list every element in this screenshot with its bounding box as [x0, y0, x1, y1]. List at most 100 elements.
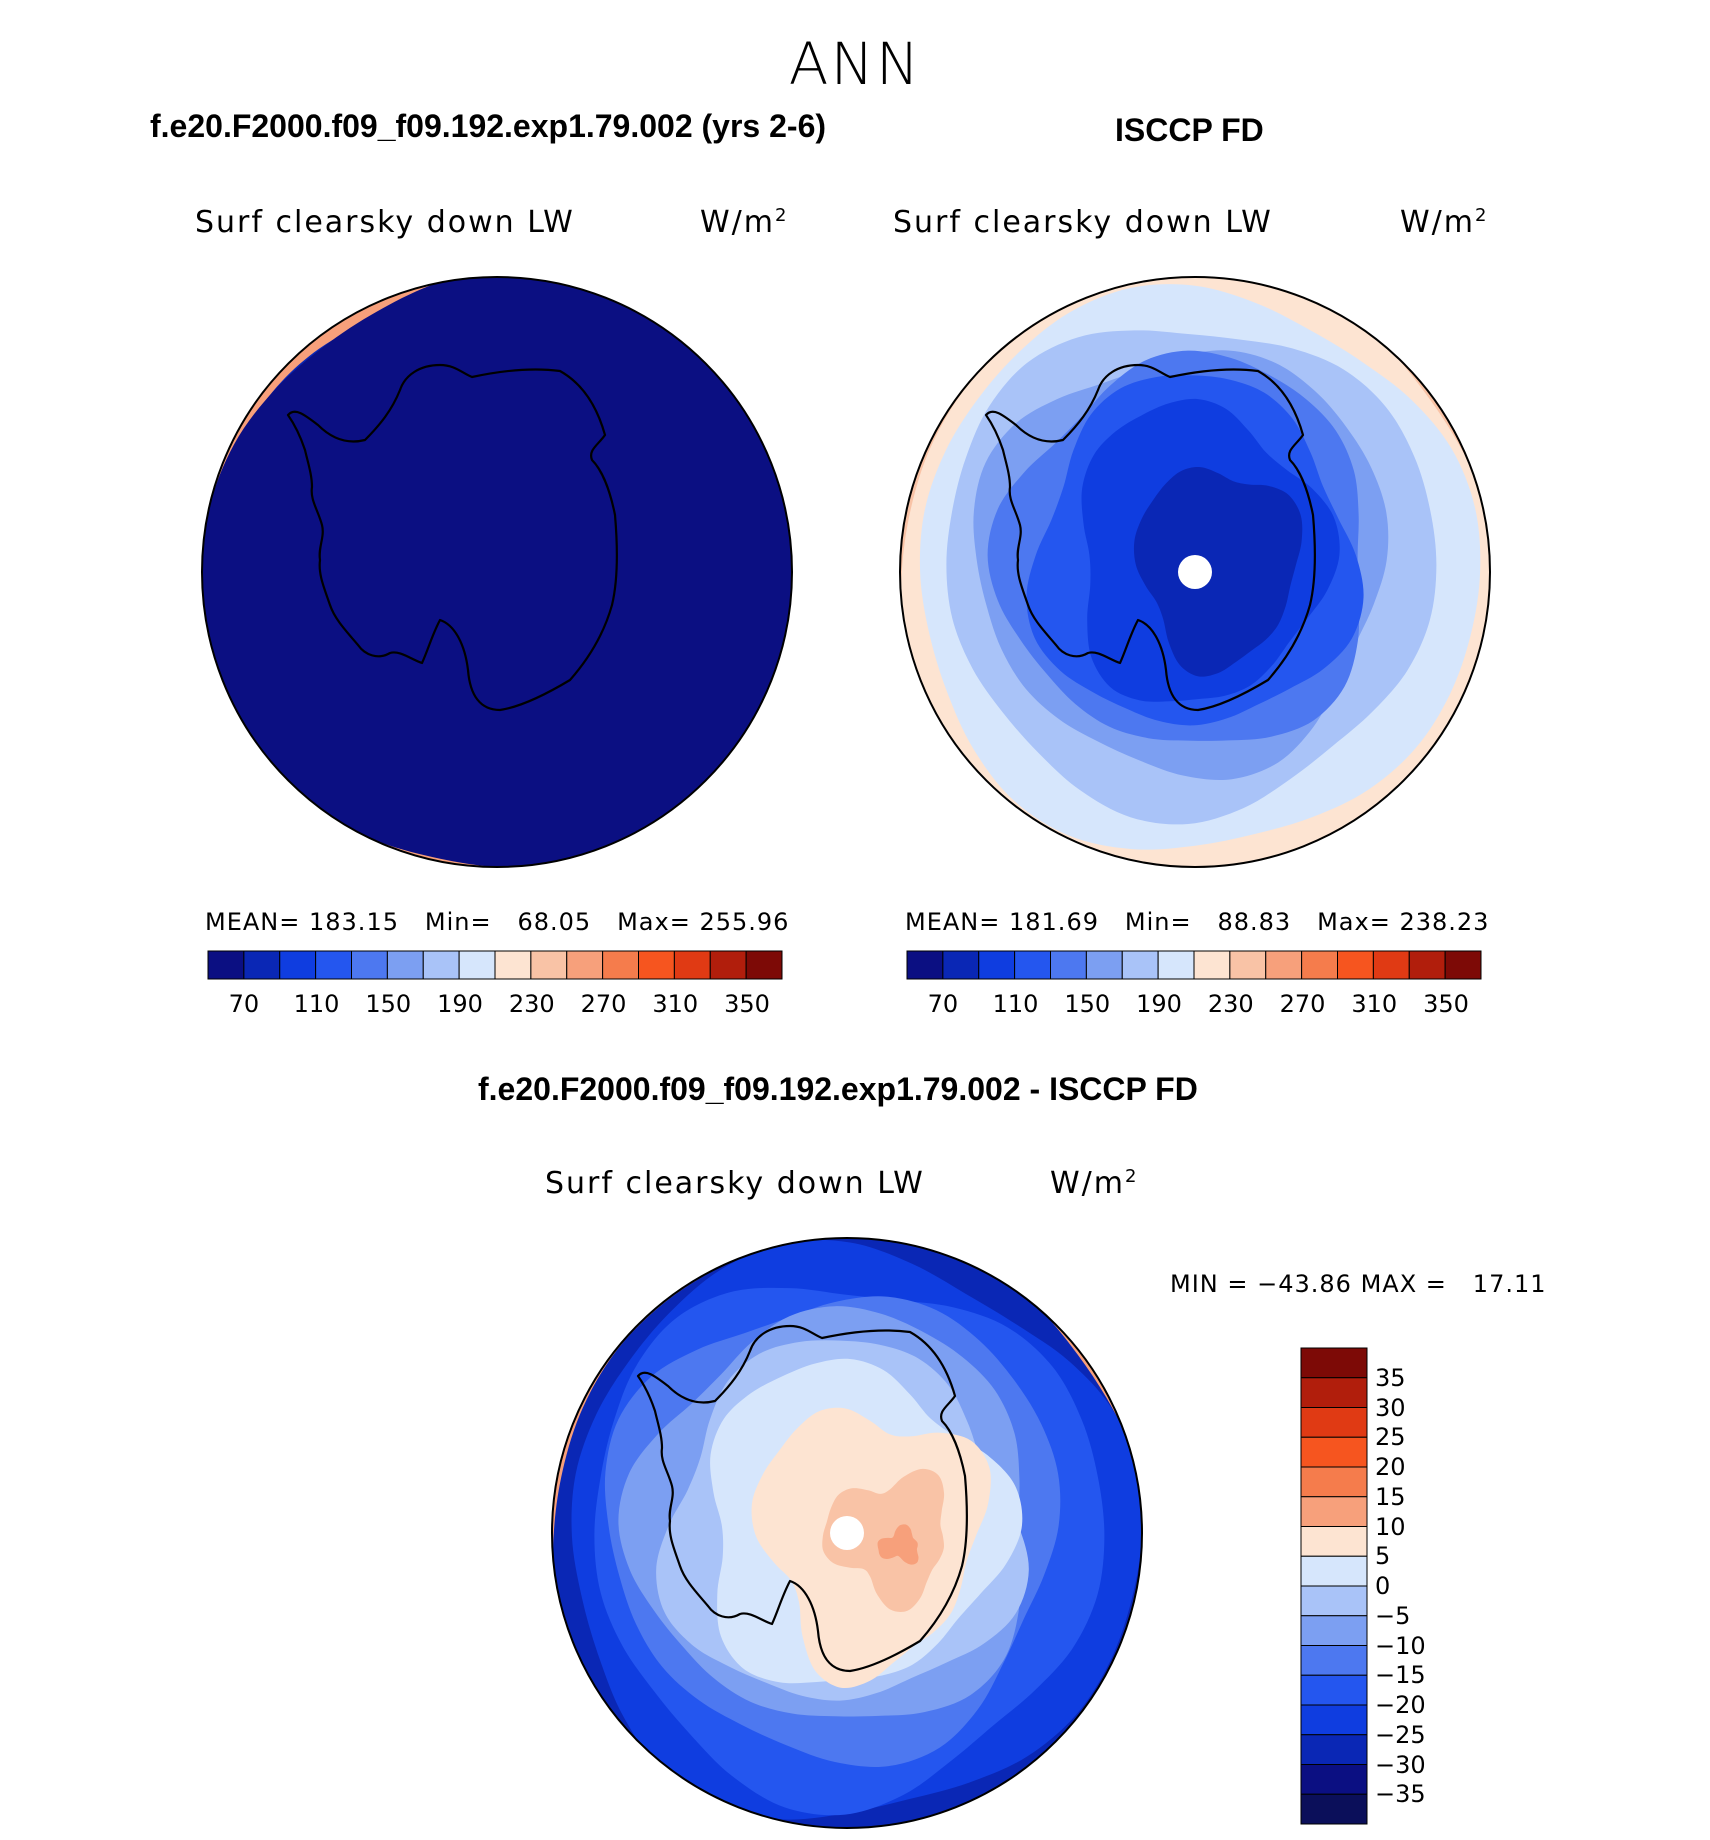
panel1-colorbar-ticks: 70 110 150 190 230 270 310 350 [208, 990, 782, 1020]
colorbar-tick-label: 310 [1351, 990, 1398, 1018]
colorbar-tick-label: 190 [1136, 990, 1182, 1018]
panel2-units-label: W/m2 [1400, 205, 1489, 240]
colorbar-tick-label: 25 [1375, 1423, 1406, 1452]
panel2-variable-label: Surf clearsky down LW [893, 205, 1273, 240]
colorbar-swatch [942, 950, 980, 980]
colorbar-tick-label: −30 [1375, 1750, 1426, 1779]
panel2-colorbar [906, 950, 1482, 980]
colorbar-swatch [745, 950, 783, 980]
antarctica-coastline [636, 1324, 969, 1673]
contour-band [202, 277, 792, 867]
panel2-colorbar-ticks: 70 110 150 190 230 270 310 350 [907, 990, 1481, 1020]
colorbar-tick-label: 35 [1375, 1363, 1406, 1392]
colorbar-swatch [978, 950, 1016, 980]
colorbar-swatch [906, 950, 944, 980]
colorbar-tick-label: 20 [1375, 1453, 1406, 1481]
colorbar-tick-label: 150 [1064, 990, 1111, 1018]
antarctica-coastline [286, 363, 619, 712]
panel2-map [899, 276, 1491, 868]
colorbar-tick-label: 5 [1375, 1542, 1391, 1571]
colorbar-swatch [1300, 1734, 1368, 1765]
colorbar-swatch [207, 950, 245, 980]
colorbar-tick-label: 310 [652, 990, 699, 1018]
colorbar-tick-label: −5 [1375, 1601, 1411, 1630]
colorbar-swatch [1300, 1555, 1368, 1587]
contour-band [877, 1524, 919, 1565]
colorbar-swatch [458, 950, 496, 980]
colorbar-swatch [1300, 1466, 1368, 1498]
colorbar-swatch [1444, 950, 1482, 980]
antarctica-coastline [984, 363, 1317, 712]
colorbar-swatch [243, 950, 281, 980]
colorbar-swatch [1300, 1496, 1368, 1527]
colorbar-tick-label: −10 [1375, 1631, 1426, 1660]
colorbar-tick-label: −20 [1375, 1691, 1426, 1719]
colorbar-swatch [1300, 1704, 1368, 1736]
colorbar-tick-label: 70 [927, 990, 959, 1018]
colorbar-swatch [1157, 950, 1195, 980]
diff-map-border [551, 1237, 1143, 1829]
colorbar-swatch [1301, 950, 1338, 980]
colorbar-tick-label: 15 [1375, 1482, 1406, 1511]
pole-hole [1178, 555, 1212, 589]
page-title: ANN [788, 30, 922, 98]
colorbar-swatch [1300, 1615, 1368, 1646]
colorbar-swatch [673, 950, 711, 980]
panel1-stats: MEAN= 183.15 Min= 68.05 Max= 255.96 [205, 908, 790, 936]
diff-colorbar [1300, 1347, 1368, 1825]
colorbar-swatch [1300, 1526, 1368, 1557]
diff-min-max: MIN = −43.86 MAX = 17.11 [1170, 1270, 1547, 1298]
colorbar-swatch [709, 950, 747, 980]
panel1-colorbar [207, 950, 783, 980]
colorbar-swatch [1300, 1407, 1368, 1438]
colorbar-swatch [1050, 950, 1087, 980]
colorbar-swatch [315, 950, 352, 980]
colorbar-swatch [1229, 950, 1267, 980]
colorbar-tick-label: 10 [1375, 1512, 1406, 1541]
colorbar-swatch [1408, 950, 1446, 980]
colorbar-swatch [1265, 950, 1303, 980]
panel1-case-title: f.e20.F2000.f09_f09.192.exp1.79.002 (yrs… [150, 108, 827, 144]
colorbar-tick-label: −35 [1375, 1780, 1426, 1809]
colorbar-swatch [1300, 1764, 1368, 1795]
diff-case-title: f.e20.F2000.f09_f09.192.exp1.79.002 - IS… [478, 1071, 1198, 1107]
colorbar-swatch [1300, 1793, 1368, 1825]
colorbar-tick-label: 350 [724, 990, 770, 1018]
colorbar-tick-label: 230 [508, 990, 555, 1018]
colorbar-tick-label: 270 [1279, 990, 1326, 1018]
colorbar-swatch [1300, 1436, 1368, 1468]
colorbar-swatch [1193, 950, 1231, 980]
diff-units-label: W/m2 [1050, 1166, 1139, 1201]
diff-map [551, 1237, 1143, 1829]
pole-hole [830, 1516, 864, 1550]
colorbar-swatch [422, 950, 460, 980]
colorbar-tick-label: 190 [437, 990, 483, 1018]
colorbar-swatch [602, 950, 639, 980]
colorbar-swatch [1085, 950, 1123, 980]
colorbar-tick-label: 110 [293, 990, 340, 1018]
colorbar-tick-label: −25 [1375, 1720, 1426, 1749]
colorbar-swatch [351, 950, 388, 980]
panel2-stats: MEAN= 181.69 Min= 88.83 Max= 238.23 [905, 908, 1490, 936]
colorbar-swatch [1300, 1347, 1368, 1379]
colorbar-tick-label: 150 [365, 990, 412, 1018]
diff-colorbar-ticks: 35 30 25 20 15 10 5 0 −5 −10 −15 −20 −25 −30 −35 [1375, 1348, 1495, 1824]
colorbar-tick-label: 230 [1207, 990, 1254, 1018]
colorbar-swatch [1014, 950, 1051, 980]
colorbar-swatch [1300, 1645, 1368, 1676]
colorbar-swatch [386, 950, 424, 980]
colorbar-swatch [1300, 1674, 1368, 1706]
colorbar-swatch [638, 950, 675, 980]
panel1-map-border [201, 276, 793, 868]
panel1-map [201, 276, 793, 868]
colorbar-tick-label: 70 [228, 990, 260, 1018]
panel2-map-border [899, 276, 1491, 868]
panel1-units-label: W/m2 [700, 205, 789, 240]
colorbar-swatch [494, 950, 532, 980]
colorbar-tick-label: 110 [992, 990, 1039, 1018]
colorbar-swatch [1372, 950, 1410, 980]
colorbar-swatch [530, 950, 568, 980]
colorbar-tick-label: 350 [1423, 990, 1469, 1018]
colorbar-swatch [1300, 1377, 1368, 1408]
colorbar-swatch [1121, 950, 1159, 980]
